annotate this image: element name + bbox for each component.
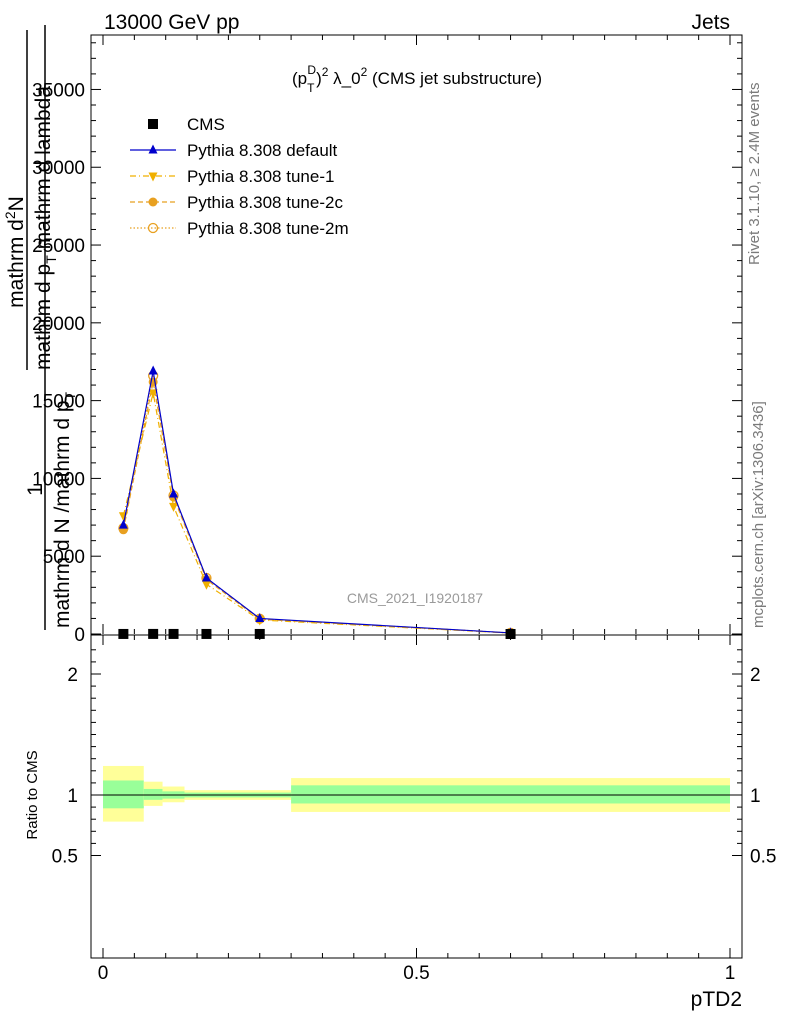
ratio-y-tick-label-right: 0.5 xyxy=(750,847,776,868)
mcplots-label: mcplots.cern.ch [arXiv:1306.3436] xyxy=(750,401,767,628)
ylabel-denominator: mathrm d N /mathrm d pT xyxy=(51,391,78,628)
legend: CMS Pythia 8.308 default Pythia 8.308 tune… xyxy=(130,115,349,238)
ratio-inner-band xyxy=(291,785,730,804)
series-layer xyxy=(118,365,516,639)
x-tick-label: 1 xyxy=(725,963,736,984)
ratio-y-tick-label-right: 2 xyxy=(750,665,761,686)
header-left: 13000 GeV pp xyxy=(104,11,239,34)
ratio-y-tick-label: 1 xyxy=(67,786,78,807)
data-point xyxy=(148,389,158,399)
data-point xyxy=(201,572,211,582)
legend-label: Pythia 8.308 tune-2c xyxy=(187,193,343,212)
legend-marker xyxy=(148,197,158,207)
data-point xyxy=(118,628,129,639)
ratio-y-ticks: 0.5 0.5 1 1 2 2 xyxy=(52,649,776,868)
series-line xyxy=(122,370,511,634)
legend-label: CMS xyxy=(187,115,225,134)
analysis-watermark: CMS_2021_I1920187 xyxy=(347,590,483,606)
ylabel-one: 1 xyxy=(24,484,47,496)
ratio-bands xyxy=(103,765,730,822)
data-point xyxy=(148,365,158,375)
data-point xyxy=(201,580,211,590)
legend-marker xyxy=(148,144,158,154)
header-right: Jets xyxy=(691,11,730,34)
ratio-x-ticks: 0 0.5 1 xyxy=(98,635,736,984)
data-point xyxy=(118,519,128,529)
x-axis-label: pTD2 xyxy=(691,988,742,1011)
data-point xyxy=(255,612,265,622)
ratio-y-tick-label: 2 xyxy=(67,665,78,686)
plot-title: (pTD)2 λ_02 (CMS jet substructure) xyxy=(292,63,542,95)
data-point xyxy=(168,628,179,639)
data-point xyxy=(254,628,265,639)
legend-marker xyxy=(147,222,159,234)
legend-marker xyxy=(148,119,158,129)
legend-label: Pythia 8.308 tune-1 xyxy=(187,167,334,186)
x-tick-label: 0 xyxy=(98,963,109,984)
legend-label: Pythia 8.308 default xyxy=(187,141,338,160)
legend-label: Pythia 8.308 tune-2m xyxy=(187,219,349,238)
data-point xyxy=(169,502,179,512)
y-axis-label: 1 mathrm d N /mathrm d pT mathrm d2N mat… xyxy=(2,25,78,630)
main-y-tick-label: 5000 xyxy=(43,547,85,568)
ratio-inner-band xyxy=(143,788,163,800)
data-point xyxy=(169,488,179,498)
rivet-label: Rivet 3.1.10, ≥ 2.4M events xyxy=(746,83,763,266)
data-point xyxy=(148,628,159,639)
series-line xyxy=(122,392,511,634)
x-tick-label: 0.5 xyxy=(403,963,429,984)
legend-marker xyxy=(148,172,158,182)
ratio-y-tick-label-right: 1 xyxy=(750,786,761,807)
ylabel-numerator-bottom: mathrm d pT mathrm d lambda xyxy=(32,86,59,370)
ratio-y-label: Ratio to CMS xyxy=(24,750,41,839)
main-y-tick-label: 0 xyxy=(74,625,85,646)
ylabel-numerator-top: mathrm d2N xyxy=(2,196,28,308)
series-line xyxy=(122,381,511,634)
ratio-y-tick-label: 0.5 xyxy=(52,847,78,868)
data-point xyxy=(201,628,212,639)
data-point xyxy=(505,628,516,639)
ratio-inner-band xyxy=(103,780,144,809)
